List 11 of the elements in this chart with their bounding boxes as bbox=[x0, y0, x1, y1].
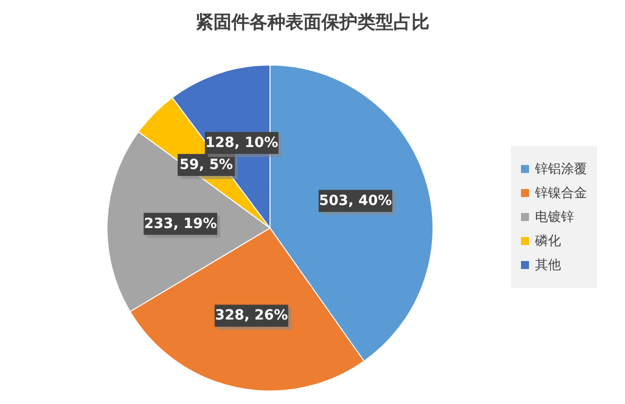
legend-label: 其他 bbox=[535, 257, 561, 274]
data-label: 128, 10% bbox=[205, 134, 278, 151]
data-label: 328, 26% bbox=[214, 308, 288, 324]
data-label: 233, 19% bbox=[144, 216, 217, 232]
legend-label: 锌铝涂覆 bbox=[535, 161, 587, 178]
data-label: 503, 40% bbox=[318, 192, 392, 209]
chart-title: 紧固件各种表面保护类型占比 bbox=[194, 11, 430, 35]
data-label: 59, 5% bbox=[180, 156, 233, 173]
legend-label: 磷化 bbox=[535, 233, 561, 250]
legend-label: 锌镍合金 bbox=[535, 185, 587, 202]
legend-label: 电镀锌 bbox=[535, 209, 574, 226]
